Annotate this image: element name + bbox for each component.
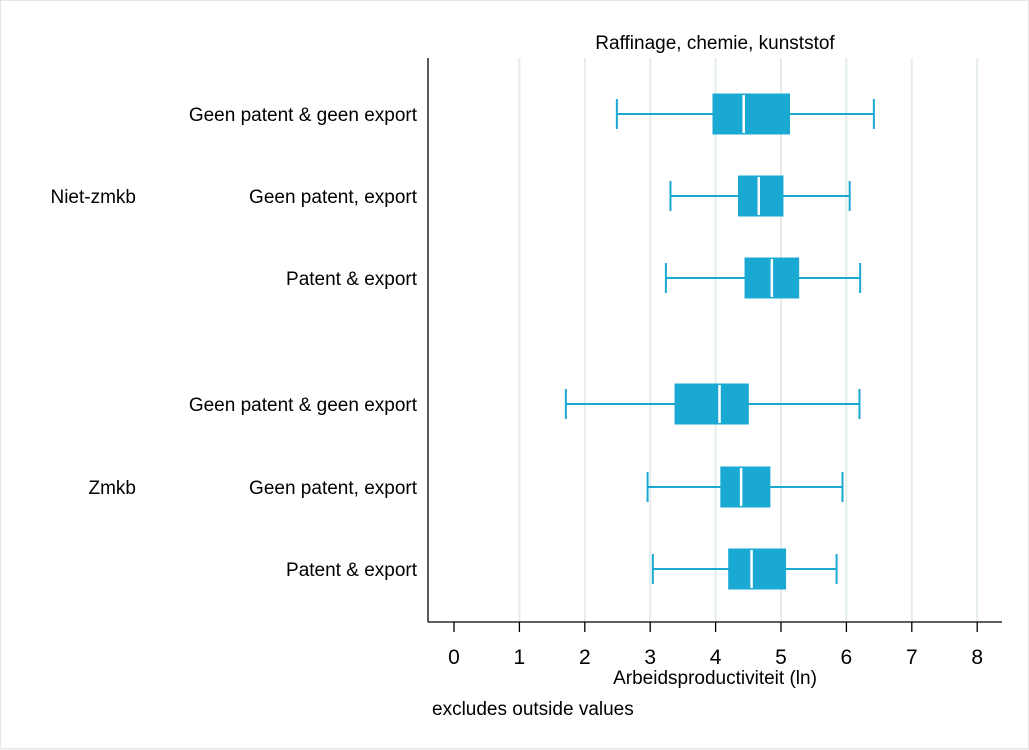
row-label: Patent & export [286,269,418,290]
box-layer [564,93,875,590]
chart-note: excludes outside values [432,699,634,720]
tick-layer: 0 1 2 3 4 5 6 7 8 [448,622,983,669]
x-tick-label-0: 0 [448,646,460,669]
x-tick-label-8: 8 [971,646,983,669]
grid-layer [518,58,979,622]
row-label: Patent & export [286,560,418,581]
box-iqr [712,93,791,135]
row-label: Geen patent, export [249,478,418,499]
row-label: Geen patent & geen export [189,395,418,416]
box-iqr [728,548,787,590]
label-layer: Niet-zmkb Geen patent & geen export Geen p… [50,105,417,581]
x-tick-label-7: 7 [906,646,918,669]
box-iqr [720,466,771,508]
x-tick-label-3: 3 [644,646,656,669]
group-label-zmkb: Zmkb [89,478,137,499]
x-tick-label-5: 5 [775,646,787,669]
row-label: Geen patent & geen export [189,105,418,126]
group-label-niet-zmkb: Niet-zmkb [50,187,136,208]
x-tick-label-6: 6 [841,646,853,669]
x-tick-label-4: 4 [710,646,722,669]
chart-title: Raffinage, chemie, kunststof [595,33,835,54]
row-label: Geen patent, export [249,187,418,208]
box-iqr [674,383,749,425]
x-tick-label-1: 1 [514,646,526,669]
x-tick-label-2: 2 [579,646,591,669]
box-iqr [737,175,784,217]
x-axis-label: Arbeidsproductiviteit (ln) [613,668,817,689]
